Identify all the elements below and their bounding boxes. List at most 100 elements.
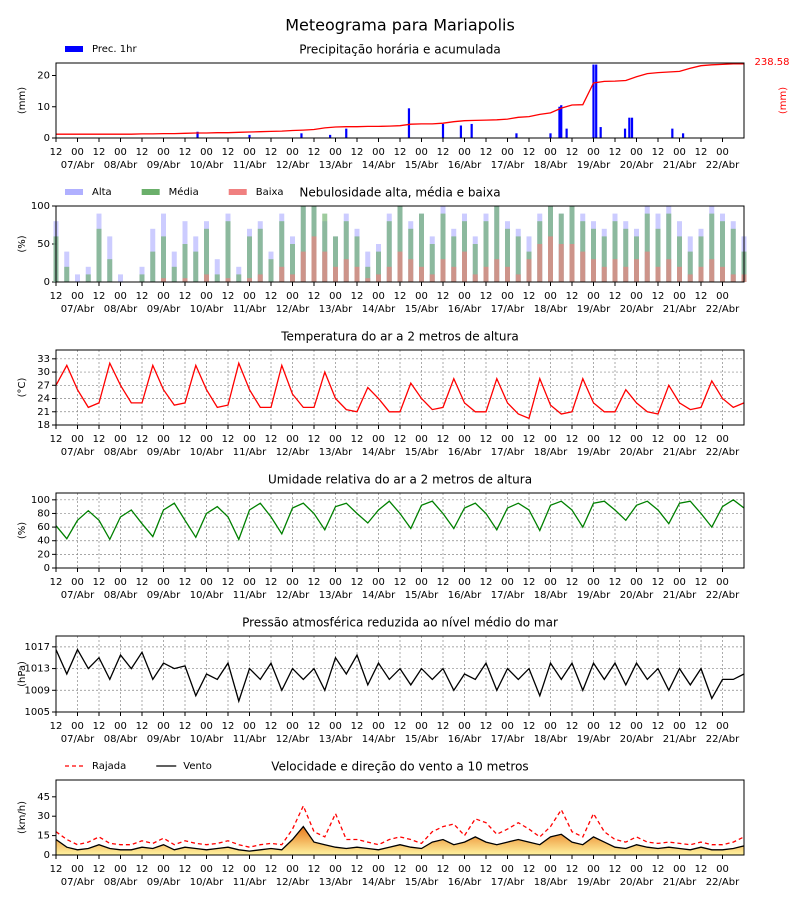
day-label: 09/Abr [147,304,181,315]
x-tick-label: 00 [200,864,213,875]
day-label: 18/Abr [534,447,568,458]
bar [107,259,113,282]
x-tick-label: 12 [265,721,278,732]
bar [623,266,629,282]
bar [322,213,328,282]
bar [515,274,521,282]
day-label: 11/Abr [233,447,267,458]
bar [698,266,704,282]
x-tick-label: 00 [157,577,170,588]
bar [549,133,552,138]
day-label: 15/Abr [405,590,439,601]
x-tick-label: 00 [157,721,170,732]
x-tick-label: 12 [609,147,622,158]
x-tick-label: 12 [609,291,622,302]
x-tick-label: 12 [136,291,149,302]
bar [290,244,295,282]
x-tick-label: 12 [93,291,106,302]
day-label: 11/Abr [233,304,267,315]
x-tick-label: 12 [179,434,192,445]
x-tick-label: 00 [372,721,385,732]
x-tick-label: 00 [415,147,428,158]
x-tick-label: 12 [523,577,536,588]
day-label: 10/Abr [190,734,224,745]
x-tick-label: 00 [458,864,471,875]
day-label: 17/Abr [491,590,525,601]
day-label: 21/Abr [663,447,697,458]
bar [592,64,595,138]
x-tick-label: 12 [523,864,536,875]
x-tick-label: 00 [458,434,471,445]
plot-frame [55,635,745,713]
bar [268,259,274,282]
bar [655,228,661,282]
x-tick-label: 00 [544,147,557,158]
x-tick-label: 12 [480,291,493,302]
day-label: 08/Abr [104,590,138,601]
bar [408,228,414,282]
x-tick-label: 00 [71,577,84,588]
day-label: 20/Abr [620,160,654,171]
x-tick-label: 00 [200,291,213,302]
x-tick-label: 12 [609,577,622,588]
bar [623,128,627,138]
x-tick-label: 12 [480,434,493,445]
line [55,648,745,704]
x-tick-label: 12 [523,291,536,302]
x-tick-label: 00 [114,577,127,588]
day-label: 15/Abr [405,304,439,315]
x-tick-label: 12 [566,577,579,588]
day-label: 17/Abr [491,877,525,888]
bar [343,221,349,282]
area [56,826,744,855]
y-tick-label: 20 [37,71,50,82]
day-label: 18/Abr [534,877,568,888]
x-tick-label: 00 [415,577,428,588]
bar [720,221,725,282]
day-label: 16/Abr [448,447,482,458]
x-tick-label: 00 [114,434,127,445]
day-label: 19/Abr [577,590,611,601]
bar [408,259,414,282]
day-label: 19/Abr [577,160,611,171]
day-label: 11/Abr [233,877,267,888]
x-tick-label: 12 [265,577,278,588]
x-tick-label: 00 [716,577,729,588]
day-label: 08/Abr [104,734,138,745]
bar [248,134,251,138]
x-tick-label: 00 [71,864,84,875]
bar [451,266,457,282]
legend-label: Baixa [256,187,284,198]
day-label: 07/Abr [61,734,95,745]
x-tick-label: 00 [716,721,729,732]
bar [709,213,715,282]
y-axis-label: (km/h) [17,801,28,834]
y-tick-label: 0 [44,850,50,861]
x-tick-label: 12 [437,864,450,875]
bar [601,266,607,282]
x-tick-label: 00 [71,721,84,732]
legend-swatch [141,189,160,195]
x-tick-label: 00 [114,147,127,158]
legend-label: Prec. 1hr [92,44,137,55]
day-label: 13/Abr [319,590,353,601]
day-label: 14/Abr [362,734,396,745]
y-axis-label: (°C) [17,378,28,398]
x-tick-label: 00 [587,577,600,588]
line [55,499,745,542]
day-label: 21/Abr [663,877,697,888]
x-tick-label: 12 [480,721,493,732]
bar [279,266,285,282]
bar [96,228,102,282]
x-tick-label: 00 [458,577,471,588]
day-label: 14/Abr [362,447,396,458]
x-tick-label: 12 [652,291,665,302]
x-tick-label: 12 [566,721,579,732]
day-label: 22/Abr [706,590,740,601]
x-tick-label: 12 [93,147,106,158]
x-tick-label: 12 [695,721,708,732]
bar [345,128,348,138]
bar [472,244,478,282]
bar [225,221,231,282]
